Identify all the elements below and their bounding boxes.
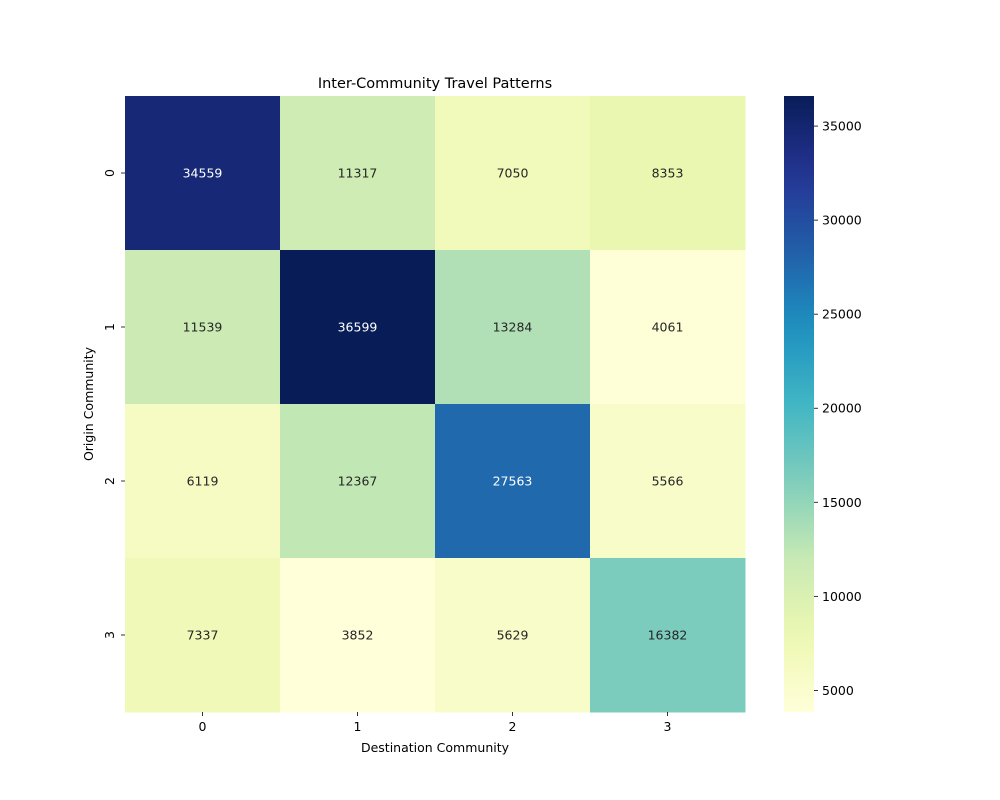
- colorbar-tick-label: 10000: [822, 589, 862, 604]
- cell-value-label: 5566: [652, 474, 684, 489]
- y-axis-ticks: 0 1 2 3: [102, 169, 125, 639]
- y-tick-label: 0: [102, 169, 117, 177]
- x-axis-label: Destination Community: [361, 740, 510, 755]
- cell-value-label: 11317: [338, 166, 378, 181]
- x-axis-ticks: 0 1 2 3: [199, 712, 672, 734]
- y-tick-label: 1: [102, 323, 117, 331]
- heatmap-cell: [435, 96, 591, 251]
- cell-value-label: 34559: [183, 166, 223, 181]
- cell-value-label: 6119: [187, 474, 219, 489]
- heatmap-cell: [435, 250, 591, 405]
- cell-value-label: 3852: [342, 628, 374, 643]
- cell-value-label: 4061: [652, 320, 684, 335]
- heatmap-cell: [280, 558, 436, 713]
- x-tick-label: 3: [664, 719, 672, 734]
- heatmap-cell: [590, 96, 746, 251]
- colorbar-tick-label: 5000: [822, 683, 854, 698]
- heatmap-cell: [280, 96, 436, 251]
- x-tick-label: 2: [509, 719, 517, 734]
- heatmap-cell: [125, 250, 281, 405]
- cell-value-label: 13284: [493, 320, 533, 335]
- heatmap-cell: [435, 558, 591, 713]
- heatmap-cell: [435, 404, 591, 559]
- chart-title: Inter-Community Travel Patterns: [318, 76, 552, 92]
- colorbar-tick-label: 15000: [822, 495, 862, 510]
- cell-value-label: 8353: [652, 166, 684, 181]
- cell-value-label: 5629: [497, 628, 529, 643]
- colorbar-tick-label: 25000: [822, 307, 862, 322]
- cell-value-label: 12367: [338, 474, 378, 489]
- colorbar-tick-label: 35000: [822, 119, 862, 134]
- heatmap-cell: [280, 404, 436, 559]
- y-tick-label: 2: [102, 477, 117, 485]
- heatmap-cell: [590, 404, 746, 559]
- y-axis-label: Origin Community: [81, 346, 96, 461]
- heatmap-cell: [125, 404, 281, 559]
- heatmap-cell: [280, 250, 436, 405]
- colorbar-ticks: 5000 10000 15000 20000 25000 30000 35000: [814, 119, 862, 698]
- x-tick-label: 0: [199, 719, 207, 734]
- cell-value-label: 7337: [187, 628, 219, 643]
- y-tick-label: 3: [102, 631, 117, 639]
- cell-value-label: 27563: [493, 474, 533, 489]
- heatmap-cell: [125, 96, 281, 251]
- x-tick-label: 1: [354, 719, 362, 734]
- colorbar: [784, 96, 814, 712]
- cell-value-label: 36599: [338, 320, 378, 335]
- cell-value-label: 7050: [497, 166, 529, 181]
- heatmap-cell: [125, 558, 281, 713]
- cell-value-label: 11539: [183, 320, 223, 335]
- heatmap-cell: [590, 250, 746, 405]
- heatmap-cells: 34559 11317 7050 8353 11539 36599 13284 4061 611…: [125, 96, 746, 713]
- cell-value-label: 16382: [648, 628, 688, 643]
- colorbar-tick-label: 30000: [822, 213, 862, 228]
- heatmap-cell: [590, 558, 746, 713]
- colorbar-tick-label: 20000: [822, 401, 862, 416]
